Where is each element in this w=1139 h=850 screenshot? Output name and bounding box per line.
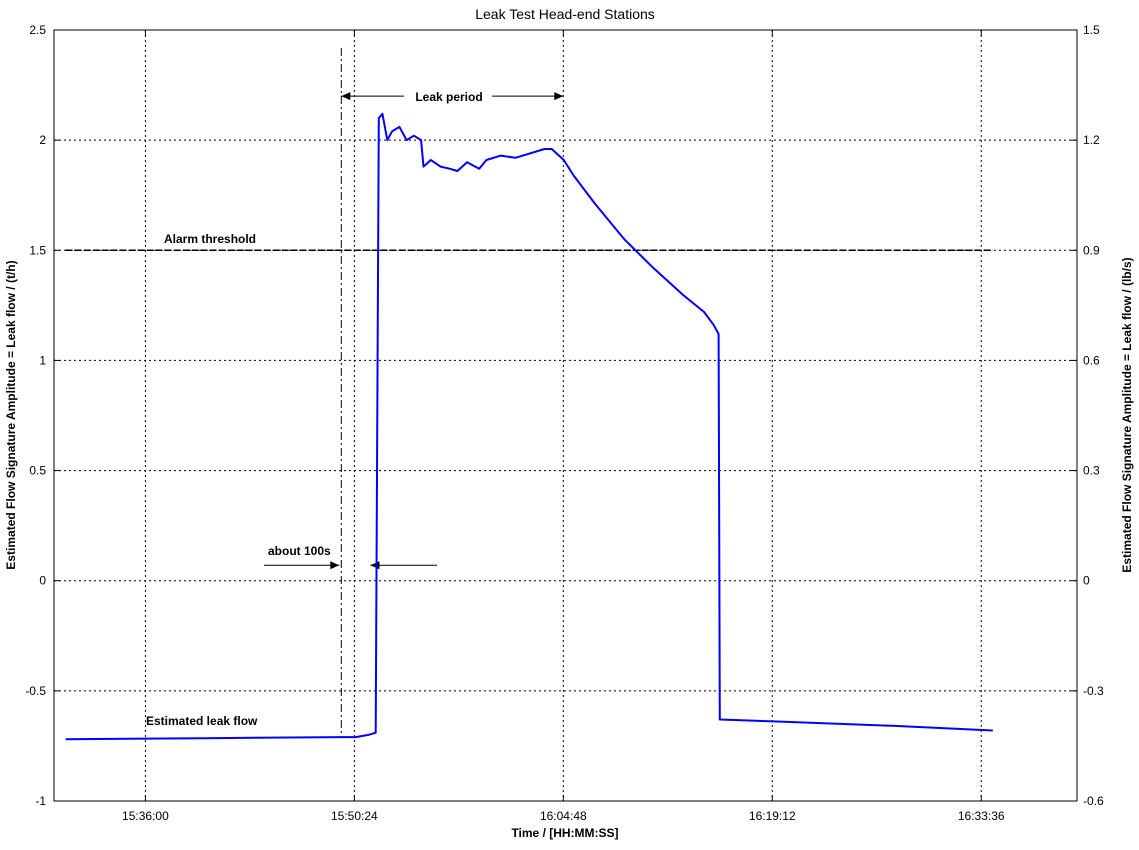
y-tick-label: 0.5 — [29, 464, 46, 478]
grid — [54, 30, 1077, 801]
y-tick-label: -0.5 — [25, 684, 46, 698]
plot-frame — [53, 29, 1078, 802]
leak-period-arrowhead-right — [554, 92, 564, 101]
axes-ticks: 15:36:00 15:50:24 16:04:48 16:19:12 16:33:36… — [25, 23, 1104, 823]
chart-marks — [65, 48, 993, 741]
x-tick-label: 16:33:36 — [958, 809, 1005, 823]
x-tick-label: 16:19:12 — [749, 809, 796, 823]
y-right-tick-label: 0.3 — [1083, 464, 1100, 478]
x-axis-label: Time / [HH:MM:SS] — [511, 826, 618, 840]
y-right-tick-label: 0.6 — [1083, 353, 1100, 367]
y-tick-label: -1 — [35, 794, 46, 808]
y-tick-label: 2.5 — [29, 23, 46, 37]
y-tick-label: 1 — [39, 353, 46, 367]
y-right-tick-label: 0.9 — [1083, 243, 1100, 257]
estimated-leak-flow-line — [65, 112, 993, 741]
y-right-tick-label: 0 — [1083, 574, 1090, 588]
x-tick-label: 15:36:00 — [122, 809, 169, 823]
about-100s-label: about 100s — [268, 544, 331, 558]
estimated-leak-flow-label: Estimated leak flow — [146, 714, 258, 728]
y-tick-label: 0 — [39, 574, 46, 588]
y-tick-label: 1.5 — [29, 243, 46, 257]
y-right-tick-label: 1.2 — [1083, 133, 1100, 147]
chart-title: Leak Test Head-end Stations — [475, 6, 655, 22]
alarm-threshold-label: Alarm threshold — [164, 232, 256, 246]
y-right-tick-label: -0.3 — [1083, 684, 1104, 698]
about-100s-arrowhead-left — [330, 561, 340, 570]
y-tick-label: 2 — [39, 133, 46, 147]
x-tick-label: 15:50:24 — [331, 809, 378, 823]
y-right-tick-label: 1.5 — [1083, 23, 1100, 37]
y-axis-label-right: Estimated Flow Signature Amplitude = Lea… — [1120, 257, 1134, 572]
leak-period-label: Leak period — [415, 90, 482, 104]
x-tick-label: 16:04:48 — [540, 809, 587, 823]
y-axis-label-left: Estimated Flow Signature Amplitude = Lea… — [4, 260, 18, 569]
y-right-tick-label: -0.6 — [1083, 794, 1104, 808]
leak-period-arrowhead-left — [341, 92, 351, 101]
